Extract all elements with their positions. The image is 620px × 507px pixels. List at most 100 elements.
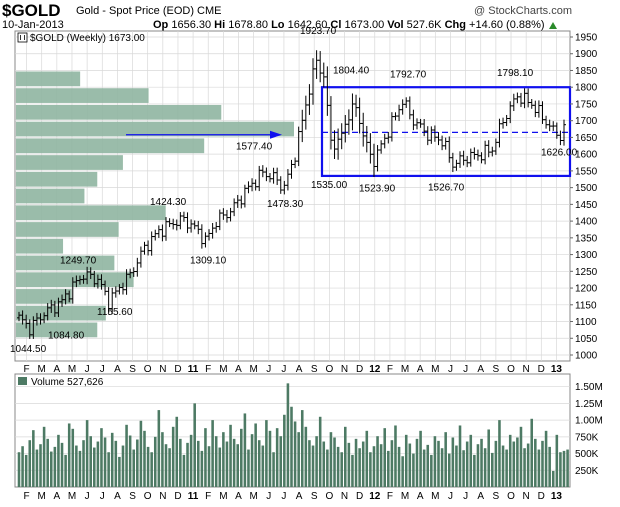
ohlc-bar — [558, 130, 563, 146]
volume-bar — [196, 440, 200, 487]
volume-bar — [344, 426, 347, 487]
price-x-tick-label: M — [38, 364, 46, 375]
ohlc-bar — [336, 128, 341, 160]
volume-bar — [297, 432, 300, 487]
ohlc-bar — [400, 99, 405, 115]
ohlc-bar — [146, 240, 151, 256]
volume-x-tick-label: 11 — [188, 491, 199, 502]
price-x-tick-label: S — [129, 364, 136, 375]
volume-bar — [214, 436, 218, 487]
volume-bar — [376, 436, 379, 487]
volume-bar — [304, 426, 308, 487]
ohlc-bar — [562, 119, 566, 146]
ohlc-bar — [264, 167, 269, 182]
volume-bar — [455, 445, 458, 487]
volume-bar — [143, 430, 146, 487]
volume-bar — [283, 414, 286, 487]
quote-date: 10-Jan-2013 — [2, 19, 64, 31]
price-annotation: 1044.50 — [10, 344, 47, 355]
ohlc-bar — [214, 221, 219, 233]
price-x-tick-label: N — [159, 364, 166, 375]
volume-by-price-bar — [16, 222, 119, 237]
volume-bar — [498, 420, 501, 487]
price-annotation: 1626.00 — [541, 147, 578, 158]
volume-bar — [433, 436, 437, 487]
price-y-tick-label: 1350 — [575, 233, 598, 244]
volume-bar — [462, 450, 465, 487]
ohlc-bar — [285, 169, 290, 191]
symbol-description: Gold - Spot Price (EOD) CME — [76, 5, 222, 17]
price-y-tick-label: 1550 — [575, 166, 598, 177]
volume-x-tick-label: S — [493, 491, 500, 502]
ohlc-bar — [307, 84, 312, 115]
volume-x-tick-label: J — [266, 491, 271, 502]
ohlc-bar — [321, 62, 326, 88]
volume-bar — [351, 454, 354, 487]
volume-bar — [35, 449, 39, 487]
volume-bar — [394, 425, 397, 487]
volume-x-tick-label: J — [281, 491, 286, 502]
ohlc-bar — [547, 119, 552, 132]
volume-bar — [369, 452, 372, 487]
price-y-tick-label: 1650 — [575, 133, 598, 144]
volume-x-tick-label: M — [219, 491, 227, 502]
price-annotation: 1535.00 — [311, 180, 348, 191]
volume-x-axis: F M A M J J A S O N D 11 F M A M J J A S O N D 12 F M A M J J A S O N D 13 — [24, 491, 563, 502]
volume-by-price-bar — [16, 322, 98, 338]
price-x-tick-label: 12 — [369, 364, 381, 375]
volume-bar — [78, 450, 82, 487]
volume-bar — [265, 420, 268, 487]
volume-x-tick-label: O — [144, 491, 152, 502]
price-annotation: 1424.30 — [150, 197, 187, 208]
volume-bar — [42, 426, 46, 487]
volume-bar — [404, 434, 408, 487]
ohlc-bar — [207, 229, 212, 241]
volume-by-price-bar — [16, 171, 98, 187]
arrow-head-icon — [270, 130, 282, 139]
volume-by-price-bar — [16, 188, 85, 204]
ohlc-bar — [497, 118, 502, 148]
low-value: 1642.60 — [287, 19, 328, 31]
volume-y-tick-label: 250K — [575, 466, 599, 477]
volume-bar — [329, 432, 333, 487]
ohlc-bar — [239, 195, 244, 209]
ohlc-bar — [332, 130, 337, 160]
volume-by-price — [16, 71, 294, 338]
volume-bar — [89, 436, 92, 487]
price-annotation: 1523.90 — [359, 184, 396, 195]
volume-bar — [447, 453, 451, 487]
volume-bar — [322, 441, 326, 487]
ohlc-bar — [501, 117, 506, 129]
volume-by-price-bar — [16, 255, 115, 271]
volume-bar — [311, 445, 315, 487]
volume-x-tick-label: N — [523, 491, 530, 502]
price-x-tick-label: O — [325, 364, 333, 375]
volume-bar — [372, 446, 376, 487]
volume-bar — [476, 444, 480, 487]
ohlc-bar — [472, 147, 477, 160]
price-y-tick-label: 1500 — [575, 183, 598, 194]
volume-bar — [118, 456, 121, 487]
volume-by-price-bar — [16, 205, 166, 221]
volume-bar — [516, 437, 519, 487]
price-x-tick-label: S — [311, 364, 318, 375]
brand-watermark: @ StockCharts.com — [474, 5, 572, 17]
volume-x-tick-label: M — [431, 491, 439, 502]
volume-bar — [415, 438, 419, 487]
volume-bar — [458, 425, 462, 487]
volume-bar — [279, 436, 283, 487]
volume-bar — [315, 436, 318, 487]
ohlc-bar — [418, 118, 423, 128]
low-label: Lo — [271, 19, 285, 31]
volume-bar — [412, 453, 415, 487]
volume-bar — [408, 443, 412, 487]
volume-bar — [501, 445, 505, 487]
change-label: Chg — [444, 19, 466, 31]
close-value: 1673.00 — [344, 19, 385, 31]
volume-bar — [211, 420, 214, 487]
volume-x-tick-label: A — [296, 491, 303, 502]
volume-bar — [526, 443, 530, 487]
ohlc-bar — [454, 159, 459, 171]
ohlc-bar — [515, 92, 520, 104]
ohlc-legend-glyph — [20, 35, 25, 40]
